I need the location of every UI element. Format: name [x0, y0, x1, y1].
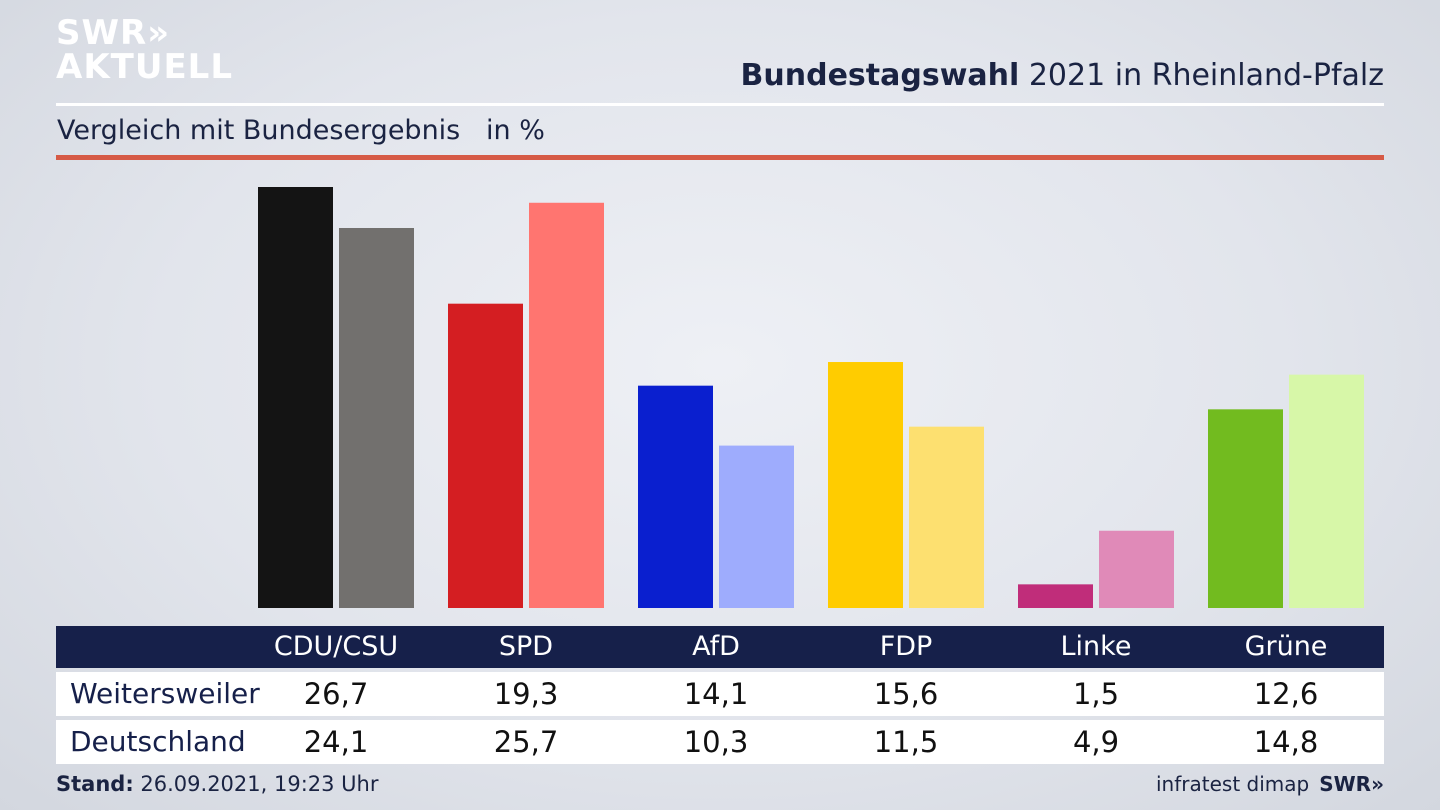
- timestamp-value: 26.09.2021, 19:23 Uhr: [133, 772, 379, 796]
- bar-deutschland-5: [1289, 374, 1364, 608]
- table-row: Weitersweiler 26,7 19,3 14,1 15,6 1,5 12,6: [56, 672, 1384, 716]
- value-cell: 4,9: [1072, 725, 1120, 759]
- page-title-rest: 2021 in Rheinland-Pfalz: [1019, 58, 1384, 93]
- bar-deutschland-0: [339, 227, 414, 608]
- value-cell: 14,8: [1253, 725, 1319, 759]
- bar-weitersweiler-0: [258, 187, 333, 608]
- logo-line-swr: SWR»: [56, 13, 171, 53]
- bar-weitersweiler-2: [638, 385, 713, 608]
- value-cell: 26,7: [303, 677, 369, 711]
- party-label: Grüne: [1244, 631, 1328, 662]
- value-cell: 15,6: [873, 677, 939, 711]
- subtitle-divider: [56, 155, 1384, 160]
- source-credit: infratest dimap SWR»: [1156, 772, 1384, 796]
- value-cell: 25,7: [493, 725, 559, 759]
- party-label: Linke: [1060, 631, 1132, 662]
- chart-subtitle: Vergleich mit Bundesergebnis in %: [57, 115, 545, 146]
- table-header-row: CDU/CSU SPD AfD FDP Linke Grüne: [56, 626, 1384, 668]
- bar-deutschland-1: [529, 202, 604, 608]
- swr-brand-logo: SWR»: [1319, 772, 1384, 796]
- bar-weitersweiler-1: [448, 303, 523, 608]
- bar-weitersweiler-4: [1018, 584, 1093, 608]
- header-divider: [56, 103, 1384, 106]
- timestamp-label: Stand:: [56, 772, 134, 796]
- source-name: infratest dimap: [1156, 772, 1310, 796]
- timestamp: Stand: 26.09.2021, 19:23 Uhr: [56, 772, 379, 796]
- results-table: CDU/CSU SPD AfD FDP Linke Grüne Weitersweiler…: [56, 626, 1384, 764]
- party-label: AfD: [692, 631, 740, 662]
- party-label: FDP: [879, 631, 933, 662]
- bar-weitersweiler-5: [1208, 409, 1283, 608]
- value-cell: 19,3: [493, 677, 559, 711]
- party-label: CDU/CSU: [273, 631, 399, 662]
- row-label: Deutschland: [70, 725, 246, 758]
- bar-deutschland-4: [1099, 530, 1174, 608]
- value-cell: 11,5: [873, 725, 939, 759]
- value-cell: 14,1: [683, 677, 749, 711]
- bar-chart: [258, 187, 1364, 608]
- bar-weitersweiler-3: [828, 362, 903, 608]
- value-cell: 12,6: [1253, 677, 1319, 711]
- swr-aktuell-logo: SWR» AKTUELL: [56, 16, 233, 84]
- logo-line-aktuell: AKTUELL: [56, 47, 234, 87]
- bar-deutschland-2: [719, 445, 794, 608]
- row-label: Weitersweiler: [70, 677, 260, 710]
- value-cell: 10,3: [683, 725, 749, 759]
- value-cell: 24,1: [303, 725, 369, 759]
- page-title: Bundestagswahl 2021 in Rheinland-Pfalz: [741, 58, 1384, 93]
- bar-deutschland-3: [909, 426, 984, 608]
- page-title-bold: Bundestagswahl: [740, 58, 1020, 93]
- party-label: SPD: [498, 631, 554, 662]
- table-row: Deutschland 24,1 25,7 10,3 11,5 4,9 14,8: [56, 720, 1384, 764]
- value-cell: 1,5: [1072, 677, 1120, 711]
